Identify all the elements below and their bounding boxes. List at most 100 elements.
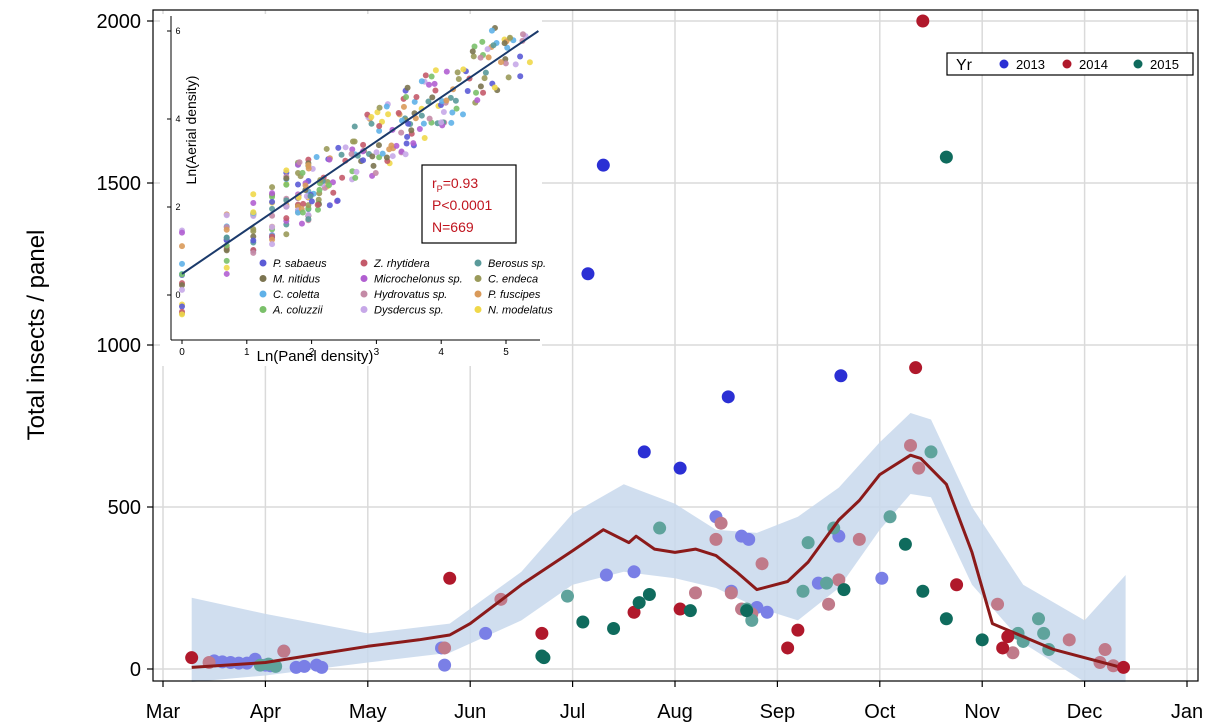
inset-data-point: [403, 140, 410, 147]
data-point-2013: [637, 445, 651, 459]
x-tick-label: Apr: [250, 701, 281, 723]
inset-data-point: [428, 73, 435, 80]
inset-data-point: [504, 44, 511, 51]
inset-legend-marker: [474, 306, 482, 313]
inset-legend-label: N. modelatus: [488, 305, 553, 317]
inset-data-point: [335, 144, 342, 151]
inset-data-point: [283, 215, 290, 222]
data-point-2014-faded: [724, 586, 738, 600]
inset-legend-label: Hydrovatus sp.: [374, 289, 447, 301]
inset-legend-label: Berosus sp.: [488, 258, 546, 270]
inset-legend-label: Dysdercus sp.: [374, 305, 444, 317]
inset-data-point: [298, 220, 305, 227]
inset-data-point: [223, 212, 230, 219]
inset-data-point: [375, 142, 382, 149]
inset-data-point: [314, 206, 321, 213]
inset-data-point: [351, 138, 358, 145]
data-point-2014: [916, 14, 930, 28]
inset-legend-marker: [259, 259, 267, 267]
data-point-2014: [1117, 660, 1131, 674]
inset-data-point: [283, 167, 290, 174]
inset-data-point: [314, 201, 321, 208]
inset-data-point: [342, 144, 349, 151]
data-point-2014-faded: [904, 438, 918, 452]
legend-marker-2013: [999, 59, 1009, 69]
data-point-2013-faded: [297, 659, 311, 673]
x-tick-label: Aug: [657, 701, 693, 723]
inset-legend-label: Microchelonus sp.: [374, 274, 463, 286]
inset-data-point: [305, 202, 312, 209]
data-point-2014-faded: [991, 597, 1005, 611]
inset-data-point: [338, 151, 345, 158]
inset-data-point: [460, 66, 467, 73]
data-point-2014-faded: [755, 557, 769, 571]
inset-data-point: [426, 115, 433, 122]
legend-label-2013: 2013: [1016, 57, 1045, 72]
inset-data-point: [368, 120, 375, 127]
inset-data-point: [449, 109, 456, 116]
inset-data-point: [418, 112, 425, 119]
data-point-2014: [781, 641, 795, 655]
data-point-2015: [939, 612, 953, 626]
inset-data-point: [469, 48, 476, 55]
data-point-2014-faded: [438, 641, 452, 655]
inset-data-point: [452, 97, 459, 104]
inset-data-point: [422, 72, 429, 79]
data-point-2015: [632, 596, 646, 610]
inset-data-point: [425, 98, 432, 105]
inset-x-tick-label: 3: [374, 347, 380, 358]
inset-data-point: [330, 189, 337, 196]
inset-data-point: [408, 127, 415, 134]
data-point-2015: [683, 604, 697, 618]
data-point-2015: [740, 604, 754, 618]
inset-data-point: [421, 135, 428, 142]
data-point-2013: [581, 267, 595, 281]
inset-legend-marker: [474, 290, 482, 298]
inset-legend-marker: [360, 275, 368, 282]
inset-stats-box: rP=0.93 P<0.0001 N=669: [421, 164, 517, 244]
inset-legend-label: A. coluzzii: [272, 305, 323, 317]
inset-data-point: [448, 119, 455, 126]
inset-data-point: [501, 40, 508, 47]
inset-data-point: [179, 311, 185, 318]
smooth-line-layer: [191, 453, 1127, 671]
inset-data-point: [506, 34, 513, 41]
inset-data-point: [223, 226, 230, 233]
inset-data-point: [395, 109, 402, 116]
confidence-band: [191, 413, 1126, 682]
inset-data-point: [323, 145, 330, 152]
data-point-2014-faded: [1062, 633, 1076, 647]
inset-data-point: [418, 78, 425, 85]
inset-data-point: [454, 69, 461, 76]
data-point-2014: [673, 602, 687, 616]
inset-data-point: [389, 153, 396, 160]
points-layer: [185, 14, 1131, 674]
inset-data-point: [517, 73, 524, 80]
data-point-2013-faded: [438, 658, 452, 672]
inset-data-point: [480, 89, 487, 96]
inset-data-point: [283, 175, 290, 182]
inset-x-tick-label: 0: [179, 347, 185, 358]
inset-legend-label: P. sabaeus: [273, 258, 327, 270]
inset-data-point: [383, 154, 390, 161]
inset-data-point: [426, 81, 433, 88]
inset-data-point: [519, 31, 526, 38]
inset-data-point: [269, 236, 276, 243]
inset-data-point: [269, 223, 276, 230]
data-point-2015-faded: [883, 510, 897, 524]
inset-data-point: [485, 54, 492, 61]
inset-legend-label: Z. rhytidera: [373, 258, 430, 270]
inset-data-point: [179, 229, 185, 236]
inset-data-point: [411, 98, 418, 105]
inset-y-tick-label: 2: [175, 202, 180, 212]
data-point-2015-faded: [796, 584, 810, 598]
data-point-2014-faded: [714, 516, 728, 530]
inset-legend-label: P. fuscipes: [488, 289, 541, 301]
data-point-2015: [975, 633, 989, 647]
inset-data-point: [372, 170, 379, 177]
y-tick-label: 1000: [97, 335, 142, 357]
legend-label-2014: 2014: [1079, 57, 1108, 72]
inset-data-point: [334, 197, 341, 204]
inset-data-point: [491, 84, 498, 91]
inset-data-point: [313, 153, 320, 160]
